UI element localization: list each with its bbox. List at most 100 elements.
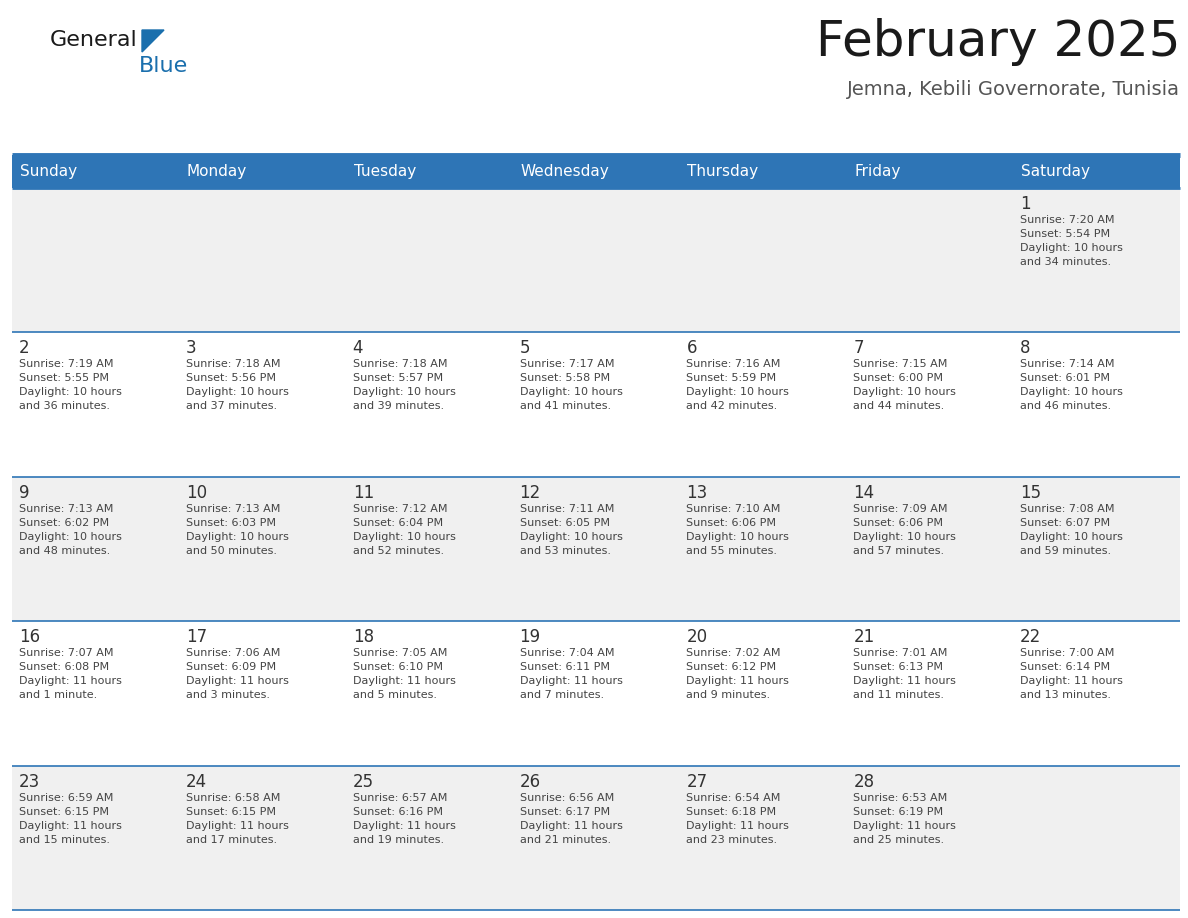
Text: Daylight: 10 hours: Daylight: 10 hours [1020, 387, 1123, 397]
Text: Sunset: 6:03 PM: Sunset: 6:03 PM [185, 518, 276, 528]
Text: Sunset: 5:56 PM: Sunset: 5:56 PM [185, 374, 276, 384]
Text: Sunset: 6:12 PM: Sunset: 6:12 PM [687, 662, 777, 672]
Text: Sunset: 6:06 PM: Sunset: 6:06 PM [853, 518, 943, 528]
Text: Sunrise: 7:13 AM: Sunrise: 7:13 AM [19, 504, 113, 514]
Text: Daylight: 11 hours: Daylight: 11 hours [519, 821, 623, 831]
Text: Daylight: 10 hours: Daylight: 10 hours [853, 387, 956, 397]
Text: Sunrise: 6:57 AM: Sunrise: 6:57 AM [353, 792, 447, 802]
Text: Sunset: 6:08 PM: Sunset: 6:08 PM [19, 662, 109, 672]
Text: Sunrise: 6:53 AM: Sunrise: 6:53 AM [853, 792, 948, 802]
Text: Sunrise: 7:12 AM: Sunrise: 7:12 AM [353, 504, 447, 514]
Text: 15: 15 [1020, 484, 1041, 502]
Text: Daylight: 11 hours: Daylight: 11 hours [185, 821, 289, 831]
Text: Sunrise: 7:09 AM: Sunrise: 7:09 AM [853, 504, 948, 514]
Text: and 50 minutes.: and 50 minutes. [185, 546, 277, 555]
Text: 4: 4 [353, 340, 364, 357]
Text: 26: 26 [519, 773, 541, 790]
Text: Daylight: 11 hours: Daylight: 11 hours [185, 677, 289, 686]
Text: Daylight: 10 hours: Daylight: 10 hours [353, 387, 455, 397]
Text: Thursday: Thursday [688, 164, 759, 179]
Text: 25: 25 [353, 773, 374, 790]
Bar [12, 476, 1180, 621]
Text: 6: 6 [687, 340, 697, 357]
Text: Daylight: 11 hours: Daylight: 11 hours [519, 677, 623, 686]
Text: Daylight: 10 hours: Daylight: 10 hours [185, 387, 289, 397]
Text: 14: 14 [853, 484, 874, 502]
Text: Tuesday: Tuesday [354, 164, 416, 179]
Text: Daylight: 10 hours: Daylight: 10 hours [687, 532, 789, 542]
Text: 19: 19 [519, 628, 541, 646]
Text: Sunset: 6:19 PM: Sunset: 6:19 PM [853, 807, 943, 817]
Text: Daylight: 11 hours: Daylight: 11 hours [853, 821, 956, 831]
Text: and 39 minutes.: and 39 minutes. [353, 401, 444, 411]
Text: Sunset: 6:15 PM: Sunset: 6:15 PM [19, 807, 109, 817]
Text: Daylight: 10 hours: Daylight: 10 hours [687, 387, 789, 397]
Text: and 52 minutes.: and 52 minutes. [353, 546, 444, 555]
Text: and 19 minutes.: and 19 minutes. [353, 834, 444, 845]
Text: Jemna, Kebili Governorate, Tunisia: Jemna, Kebili Governorate, Tunisia [847, 80, 1180, 99]
Text: Daylight: 11 hours: Daylight: 11 hours [353, 821, 455, 831]
Text: and 53 minutes.: and 53 minutes. [519, 546, 611, 555]
Text: Sunset: 6:07 PM: Sunset: 6:07 PM [1020, 518, 1111, 528]
Text: 18: 18 [353, 628, 374, 646]
Text: 20: 20 [687, 628, 708, 646]
Text: and 42 minutes.: and 42 minutes. [687, 401, 778, 411]
Text: Sunset: 6:16 PM: Sunset: 6:16 PM [353, 807, 443, 817]
Text: Sunrise: 6:54 AM: Sunrise: 6:54 AM [687, 792, 781, 802]
Text: Sunset: 5:55 PM: Sunset: 5:55 PM [19, 374, 109, 384]
Text: and 48 minutes.: and 48 minutes. [19, 546, 110, 555]
Text: and 25 minutes.: and 25 minutes. [853, 834, 944, 845]
Polygon shape [143, 30, 164, 52]
Text: 5: 5 [519, 340, 530, 357]
Text: Sunset: 6:09 PM: Sunset: 6:09 PM [185, 662, 276, 672]
Text: and 44 minutes.: and 44 minutes. [853, 401, 944, 411]
Text: General: General [50, 30, 138, 50]
Text: Sunrise: 7:00 AM: Sunrise: 7:00 AM [1020, 648, 1114, 658]
Text: 22: 22 [1020, 628, 1042, 646]
Text: and 7 minutes.: and 7 minutes. [519, 690, 604, 700]
Text: 16: 16 [19, 628, 40, 646]
Text: 28: 28 [853, 773, 874, 790]
Text: and 23 minutes.: and 23 minutes. [687, 834, 778, 845]
Text: Sunset: 6:17 PM: Sunset: 6:17 PM [519, 807, 609, 817]
Text: Daylight: 11 hours: Daylight: 11 hours [853, 677, 956, 686]
Text: Sunrise: 7:02 AM: Sunrise: 7:02 AM [687, 648, 781, 658]
Text: Sunset: 6:02 PM: Sunset: 6:02 PM [19, 518, 109, 528]
Text: and 57 minutes.: and 57 minutes. [853, 546, 944, 555]
Text: Sunset: 6:10 PM: Sunset: 6:10 PM [353, 662, 443, 672]
Text: and 1 minute.: and 1 minute. [19, 690, 97, 700]
Text: Saturday: Saturday [1022, 164, 1091, 179]
Text: Blue: Blue [139, 56, 188, 76]
Text: Sunset: 5:59 PM: Sunset: 5:59 PM [687, 374, 777, 384]
Text: and 34 minutes.: and 34 minutes. [1020, 257, 1111, 267]
Text: Sunset: 5:58 PM: Sunset: 5:58 PM [519, 374, 609, 384]
Text: 17: 17 [185, 628, 207, 646]
Text: and 13 minutes.: and 13 minutes. [1020, 690, 1111, 700]
Text: Wednesday: Wednesday [520, 164, 609, 179]
Text: 11: 11 [353, 484, 374, 502]
Text: Daylight: 10 hours: Daylight: 10 hours [185, 532, 289, 542]
Text: Sunrise: 7:01 AM: Sunrise: 7:01 AM [853, 648, 948, 658]
Text: and 3 minutes.: and 3 minutes. [185, 690, 270, 700]
Text: Daylight: 10 hours: Daylight: 10 hours [519, 532, 623, 542]
Text: Sunset: 6:04 PM: Sunset: 6:04 PM [353, 518, 443, 528]
Text: Daylight: 11 hours: Daylight: 11 hours [19, 821, 122, 831]
Text: 27: 27 [687, 773, 708, 790]
Text: Sunrise: 7:18 AM: Sunrise: 7:18 AM [185, 360, 280, 369]
Text: and 9 minutes.: and 9 minutes. [687, 690, 771, 700]
Text: 1: 1 [1020, 195, 1031, 213]
Text: Sunrise: 7:20 AM: Sunrise: 7:20 AM [1020, 215, 1114, 225]
Text: and 41 minutes.: and 41 minutes. [519, 401, 611, 411]
Text: Sunday: Sunday [20, 164, 77, 179]
Text: Sunrise: 7:10 AM: Sunrise: 7:10 AM [687, 504, 781, 514]
Text: and 15 minutes.: and 15 minutes. [19, 834, 110, 845]
Text: and 55 minutes.: and 55 minutes. [687, 546, 777, 555]
Text: 23: 23 [19, 773, 40, 790]
Text: Sunrise: 6:56 AM: Sunrise: 6:56 AM [519, 792, 614, 802]
Text: 12: 12 [519, 484, 541, 502]
Text: Sunset: 6:15 PM: Sunset: 6:15 PM [185, 807, 276, 817]
Text: Sunrise: 6:59 AM: Sunrise: 6:59 AM [19, 792, 113, 802]
Text: Sunrise: 6:58 AM: Sunrise: 6:58 AM [185, 792, 280, 802]
Text: Daylight: 11 hours: Daylight: 11 hours [687, 677, 789, 686]
Text: Sunset: 6:06 PM: Sunset: 6:06 PM [687, 518, 777, 528]
